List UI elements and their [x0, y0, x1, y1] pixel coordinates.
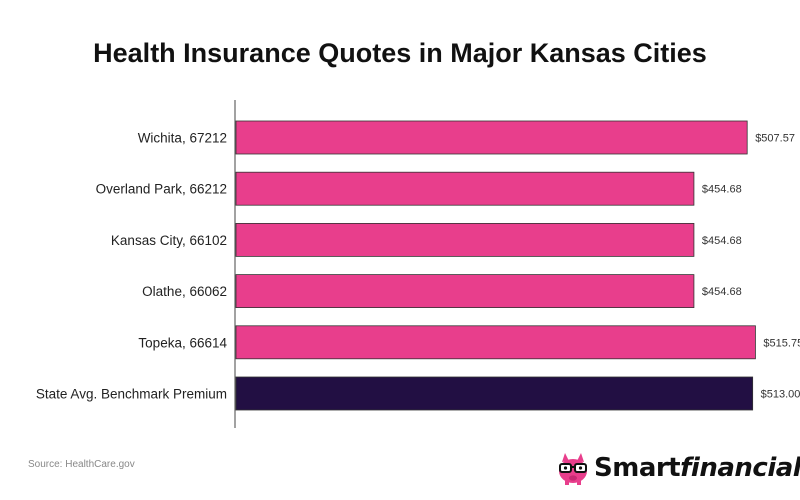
bar — [235, 120, 748, 155]
bars-layer: Wichita, 67212 $507.57 Overland Park, 6621… — [36, 120, 800, 411]
category-label: Wichita, 67212 — [138, 131, 227, 146]
piggy-bank-with-glasses-icon — [559, 453, 587, 485]
category-label: Overland Park, 66212 — [96, 182, 227, 197]
category-label: Kansas City, 66102 — [111, 233, 227, 248]
value-label: $454.68 — [702, 235, 742, 247]
value-label: $507.57 — [755, 133, 795, 145]
value-label: $454.68 — [702, 184, 742, 196]
category-label: Topeka, 66614 — [138, 335, 227, 350]
bar — [235, 325, 756, 360]
bar — [235, 274, 695, 309]
value-label: $515.75 — [763, 337, 800, 349]
category-label: State Avg. Benchmark Premium — [36, 387, 227, 402]
category-label: Olathe, 66062 — [142, 284, 227, 299]
bar — [235, 171, 695, 206]
brand-name-suffix: financial — [680, 453, 800, 483]
brand-logo: Smartfinancial — [556, 448, 800, 488]
bar — [235, 222, 695, 257]
value-label: $513.00 — [761, 389, 800, 401]
brand-name: Smartfinancial — [594, 453, 800, 483]
brand-name-main: Smart — [594, 453, 681, 483]
bar — [235, 376, 754, 411]
value-label: $454.68 — [702, 286, 742, 298]
chart-title: Health Insurance Quotes in Major Kansas … — [93, 38, 707, 68]
source-note: Source: HealthCare.gov — [28, 459, 135, 470]
